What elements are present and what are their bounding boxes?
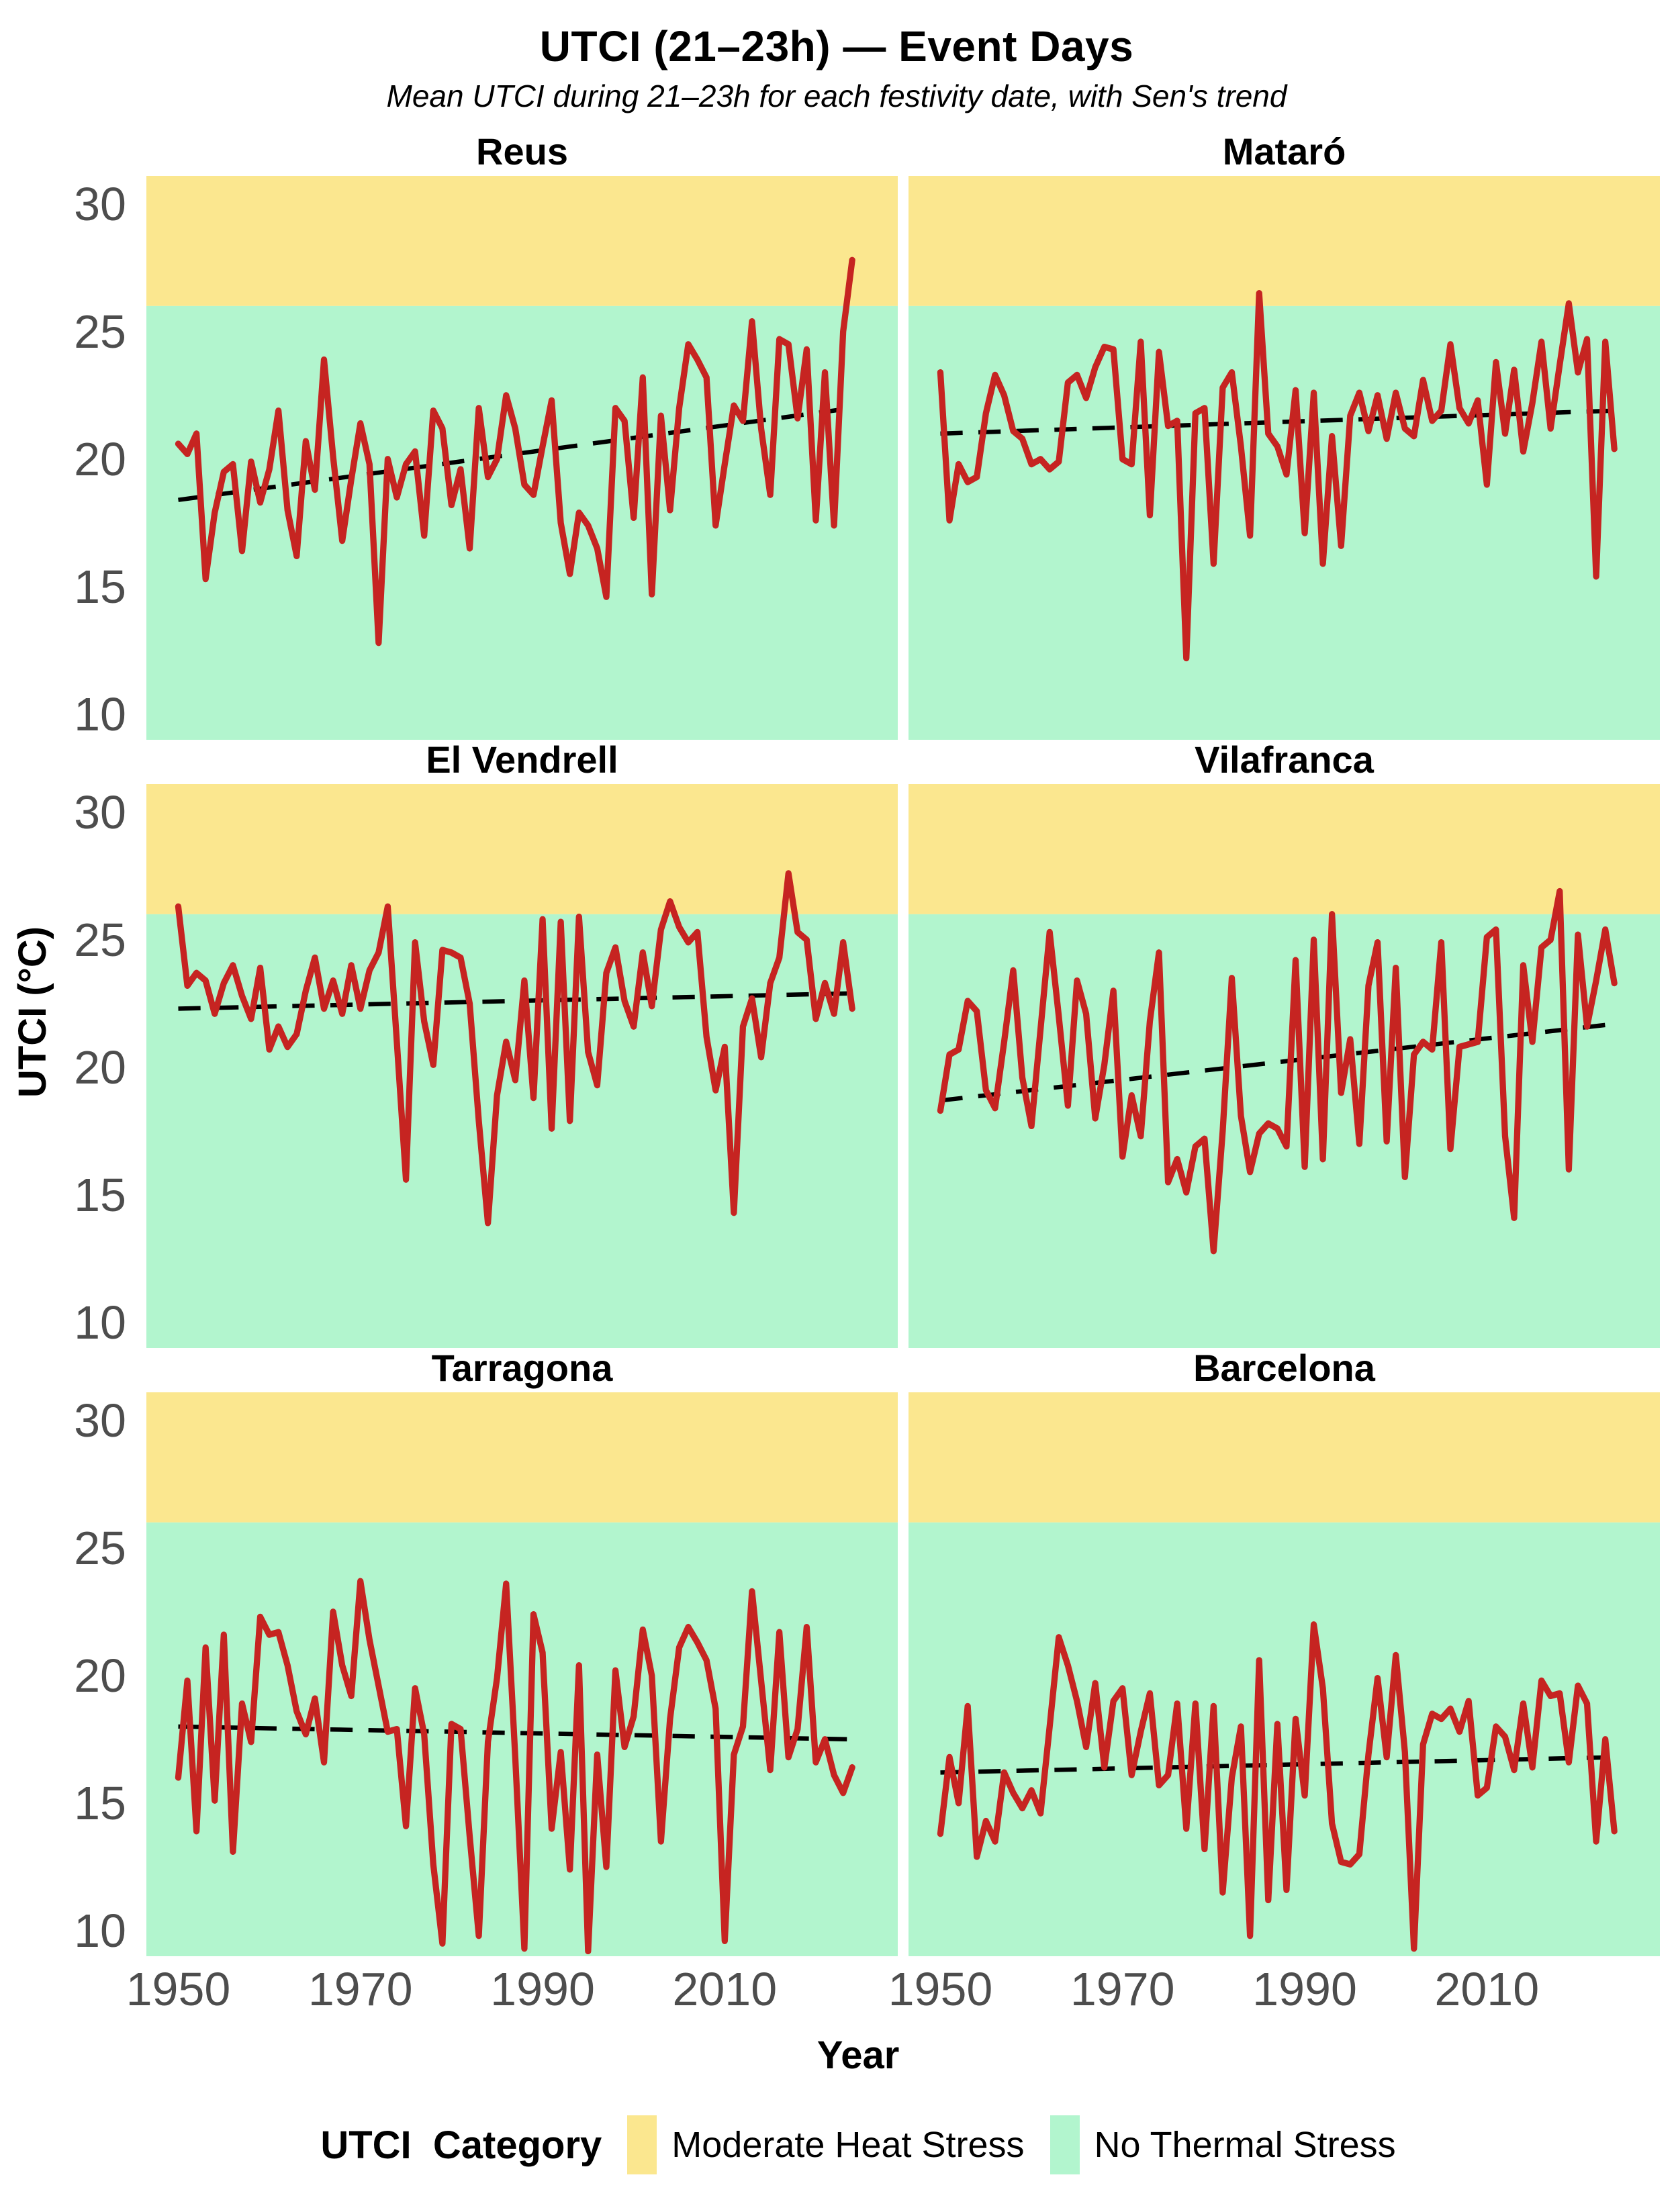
x-axis-ticks-left: 1950 1970 1990 2010 (126, 1956, 898, 2021)
panel-tarragona: Tarragona (146, 1348, 898, 1956)
y-tick-label: 10 (74, 687, 126, 740)
y-tick-label: 20 (74, 432, 126, 485)
figure-header: UTCI (21–23h) — Event Days Mean UTCI dur… (13, 21, 1660, 114)
legend: UTCI Category Moderate Heat Stress No Th… (56, 2115, 1660, 2174)
facet-grid: 30 25 20 15 10 Reus Mataró 30 25 20 15 10 El Ven… (56, 132, 1660, 2021)
chart-vilafranca (909, 784, 1660, 1348)
panel-title-tarragona: Tarragona (431, 1347, 613, 1389)
x-tick-label: 1950 (126, 1963, 231, 2015)
panel-title-elvendrell: El Vendrell (426, 738, 618, 781)
panel-elvendrell: El Vendrell (146, 740, 898, 1348)
panel-reus: Reus (146, 132, 898, 740)
x-tick-label: 2010 (672, 1963, 778, 2015)
y-tick-label: 10 (74, 1904, 126, 1957)
chart-tarragona (146, 1392, 898, 1956)
y-tick-label: 25 (74, 913, 126, 966)
chart-reus (146, 176, 898, 740)
panel-title-mataro: Mataró (1222, 130, 1346, 173)
y-axis-ticks-row2: 30 25 20 15 10 (56, 740, 136, 1348)
figure-subtitle: Mean UTCI during 21–23h for each festivi… (386, 79, 1287, 113)
chart-mataro (909, 176, 1660, 740)
y-tick-label: 25 (74, 1521, 126, 1574)
panel-vilafranca: Vilafranca (909, 740, 1660, 1348)
no-stress-swatch (1050, 2115, 1080, 2174)
x-axis-spacer (56, 1956, 136, 2021)
y-tick-label: 10 (74, 1296, 126, 1349)
figure-title: UTCI (21–23h) — Event Days (539, 22, 1134, 70)
x-tick-label: 2010 (1434, 1963, 1540, 2015)
legend-label-no-stress: No Thermal Stress (1094, 2125, 1396, 2165)
x-tick-label: 1970 (1070, 1963, 1175, 2015)
y-tick-label: 15 (74, 1168, 126, 1221)
panel-title-barcelona: Barcelona (1193, 1347, 1375, 1389)
y-tick-label: 30 (74, 177, 126, 230)
y-tick-label: 25 (74, 305, 126, 358)
legend-title: UTCI Category (320, 2123, 602, 2167)
y-axis-ticks-row3: 30 25 20 15 10 (56, 1348, 136, 1956)
y-axis-title: UTCI (°C) (11, 926, 55, 1098)
panel-barcelona: Barcelona (909, 1348, 1660, 1956)
panel-mataro: Mataró (909, 132, 1660, 740)
x-axis-title: Year (817, 2033, 900, 2077)
facet-figure: UTCI (°C) 30 25 20 15 10 Reus Mataró 30 25 20 1… (11, 132, 1660, 2174)
x-tick-label: 1990 (1252, 1963, 1357, 2015)
facet-row-2: 30 25 20 15 10 El Vendrell Vilafranca (56, 740, 1660, 1348)
y-tick-label: 20 (74, 1041, 126, 1094)
x-tick-label: 1990 (490, 1963, 595, 2015)
moderate-heat-swatch (627, 2115, 657, 2174)
facet-row-1: 30 25 20 15 10 Reus Mataró (56, 132, 1660, 740)
x-tick-label: 1970 (308, 1963, 413, 2015)
x-axis-ticks-right: 1950 1970 1990 2010 (888, 1956, 1660, 2021)
y-tick-label: 15 (74, 1776, 126, 1829)
y-axis-ticks-row1: 30 25 20 15 10 (56, 132, 136, 740)
panel-title-reus: Reus (476, 130, 568, 173)
facet-row-3: 30 25 20 15 10 Tarragona Barcelona (56, 1348, 1660, 1956)
y-tick-label: 15 (74, 560, 126, 613)
legend-label-moderate-heat: Moderate Heat Stress (671, 2125, 1025, 2165)
legend-item-no-stress: No Thermal Stress (1050, 2115, 1396, 2174)
chart-elvendrell (146, 784, 898, 1348)
x-axis-row: 1950 1970 1990 2010 1950 1970 1990 2010 (56, 1956, 1660, 2021)
y-axis-title-wrap: UTCI (°C) (9, 132, 56, 1892)
y-tick-label: 30 (74, 785, 126, 838)
chart-barcelona (909, 1392, 1660, 1956)
legend-item-moderate-heat: Moderate Heat Stress (627, 2115, 1025, 2174)
panel-title-vilafranca: Vilafranca (1195, 738, 1374, 781)
y-tick-label: 30 (74, 1394, 126, 1447)
x-tick-label: 1950 (888, 1963, 993, 2015)
y-tick-label: 20 (74, 1649, 126, 1702)
